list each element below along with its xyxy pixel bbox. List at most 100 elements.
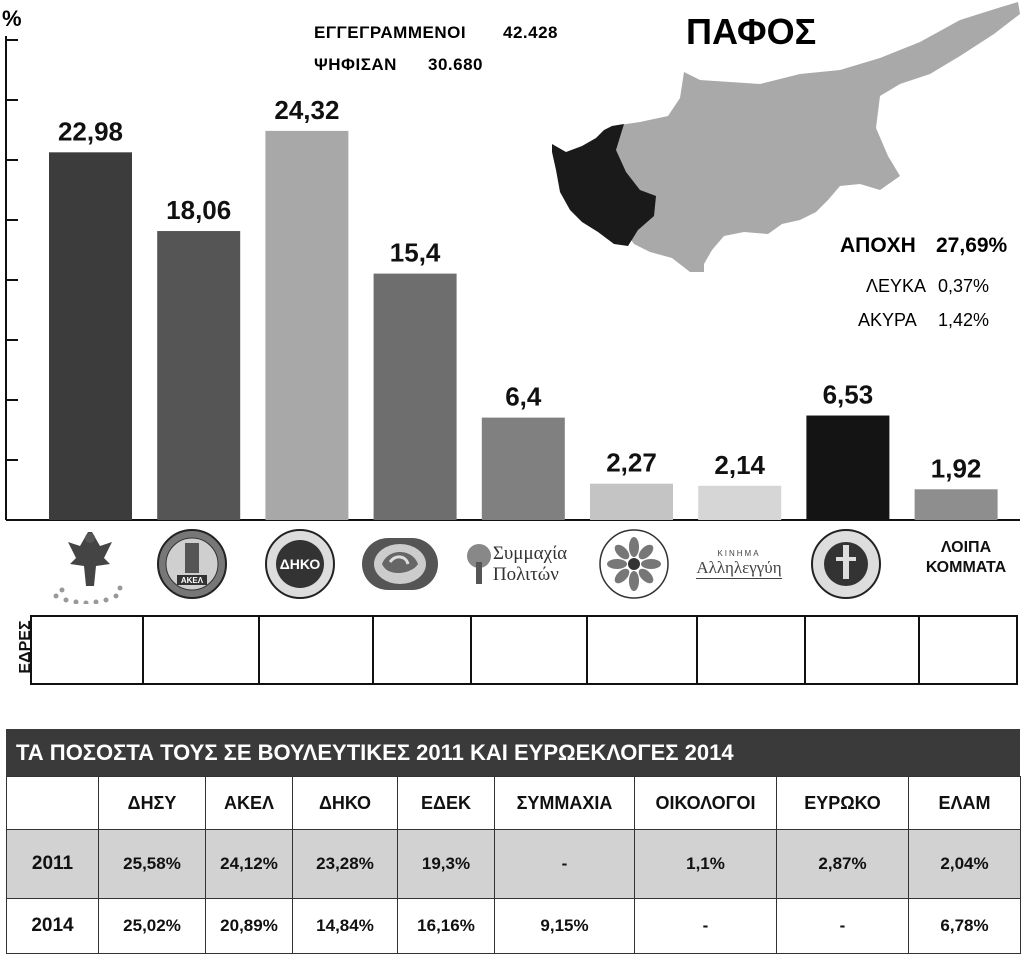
history-col-header: ΕΔΕΚ — [397, 776, 495, 830]
akel-logo: ΑΚΕΛ — [150, 528, 234, 600]
history-cell: 25,02% — [98, 898, 206, 954]
pafos-district-shape — [552, 124, 656, 246]
registered-value: 42.428 — [503, 23, 558, 42]
seat-cell — [586, 615, 698, 685]
bar-value-label: 6,53 — [823, 380, 874, 410]
bar — [590, 483, 673, 520]
history-header-row: ΔΗΣΥ ΑΚΕΛ ΔΗΚΟ ΕΔΕΚ ΣΥΜΜΑΧΙΑ ΟΙΚΟΛΟΓΟΙ Ε… — [6, 776, 1021, 830]
disy-logo — [48, 528, 132, 604]
history-cell: 24,12% — [205, 829, 293, 899]
blank-value: 0,37% — [938, 276, 989, 296]
seat-cell — [142, 615, 260, 685]
seat-cell — [30, 615, 144, 685]
bar-value-label: 24,32 — [274, 95, 339, 125]
symmachia-line2: Πολιτών — [492, 564, 559, 585]
seat-cell — [804, 615, 920, 685]
cyprus-map — [552, 2, 1020, 272]
akel-logo-text: ΑΚΕΛ — [181, 576, 204, 585]
history-col-header: ΔΗΣΥ — [98, 776, 206, 830]
bar — [698, 485, 782, 520]
bar-value-label: 22,98 — [58, 116, 123, 146]
abstention-value: 27,69% — [936, 234, 1008, 257]
bar-value-label: 15,4 — [390, 238, 441, 268]
value-labels: 22,98 18,06 24,32 15,4 6,4 2,27 2,14 6,53 1,92 — [58, 95, 981, 483]
akel-emblem-icon: ΑΚΕΛ — [157, 529, 227, 599]
ecologists-logo — [592, 528, 676, 600]
history-cell: - — [494, 829, 635, 899]
invalid-value: 1,42% — [938, 310, 989, 330]
allileggyi-logo: ΚΙΝΗΜΑ Αλληλεγγύη — [680, 528, 798, 600]
bar-value-label: 18,06 — [166, 195, 231, 225]
bar-value-label: 1,92 — [931, 453, 982, 483]
bar — [481, 417, 565, 520]
seat-cell — [470, 615, 588, 685]
tree-icon — [466, 544, 491, 584]
others-line1: ΛΟΙΠΑ — [940, 539, 992, 556]
voted-value: 30.680 — [428, 55, 483, 74]
history-cell: 23,28% — [292, 829, 398, 899]
bar — [806, 415, 890, 520]
voted-label: ΨΗΦΙΣΑΝ — [314, 55, 397, 74]
seats-table — [30, 615, 1018, 685]
allileggyi-main-text: Αλληλεγγύη — [696, 558, 782, 579]
history-cell: 14,84% — [292, 898, 398, 954]
bar — [914, 489, 998, 520]
elam-logo — [804, 528, 888, 600]
history-cell: 2,04% — [908, 829, 1021, 899]
history-col-header: ΕΥΡΩΚΟ — [776, 776, 909, 830]
history-col-header: ΑΚΕΛ — [205, 776, 293, 830]
others-label: ΛΟΙΠΑ ΚΟΜΜΑΤΑ — [914, 538, 1018, 578]
bar-value-label: 6,4 — [505, 382, 542, 412]
cyprus-island-shape — [600, 2, 1020, 272]
others-line2: ΚΟΜΜΑΤΑ — [925, 559, 1007, 576]
invalid-label: ΑΚΥΡΑ — [858, 310, 917, 330]
symmachia-text: Συμμαχία Πολιτών — [493, 543, 567, 585]
history-cell: - — [634, 898, 777, 954]
history-corner-cell — [6, 776, 99, 830]
edek-logo — [358, 528, 442, 600]
bar — [265, 130, 349, 520]
bar-value-label: 2,27 — [606, 448, 657, 478]
history-cell: 2,87% — [776, 829, 909, 899]
diko-emblem-icon: ΔΗΚΟ — [265, 529, 335, 599]
angel-icon — [53, 532, 123, 604]
bar-value-label: 2,14 — [714, 450, 765, 480]
history-col-header: ΔΗΚΟ — [292, 776, 398, 830]
symmachia-line1: Συμμαχία — [492, 543, 568, 564]
symmachia-logo: Συμμαχία Πολιτών — [460, 528, 572, 600]
history-year: 2011 — [6, 829, 99, 899]
seat-cell — [372, 615, 472, 685]
seats-row — [30, 615, 1018, 685]
bar — [373, 273, 457, 520]
rose-icon — [362, 538, 438, 590]
seat-cell — [696, 615, 806, 685]
history-cell: 16,16% — [397, 898, 495, 954]
history-cell: 25,58% — [98, 829, 206, 899]
history-cell: 9,15% — [494, 898, 635, 954]
diko-logo: ΔΗΚΟ — [258, 528, 342, 600]
bar-chart: % 22,98 18,06 24,32 15,4 6,4 2,27 2,14 6,53 1,92… — [2, 2, 1020, 521]
history-col-header: ΣΥΜΜΑΧΙΑ — [494, 776, 635, 830]
history-cell: 20,89% — [205, 898, 293, 954]
history-col-header: ΟΙΚΟΛΟΓΟΙ — [634, 776, 777, 830]
history-cell: 19,3% — [397, 829, 495, 899]
region-title: ΠΑΦΟΣ — [686, 11, 816, 52]
flower-icon — [599, 529, 669, 599]
history-row-2011: 2011 25,58% 24,12% 23,28% 19,3% - 1,1% 2… — [6, 829, 1021, 899]
registered-label: ΕΓΓΕΓΡΑΜΜΕΝΟΙ — [314, 23, 466, 42]
history-cell: 1,1% — [634, 829, 777, 899]
bars — [49, 130, 998, 521]
seat-cell — [918, 615, 1018, 685]
history-cell: - — [776, 898, 909, 954]
seat-cell — [258, 615, 374, 685]
history-cell: 6,78% — [908, 898, 1021, 954]
history-col-header: ΕΛΑΜ — [908, 776, 1021, 830]
history-title: ΤΑ ΠΟΣΟΣΤΑ ΤΟΥΣ ΣΕ ΒΟΥΛΕΥΤΙΚΕΣ 2011 ΚΑΙ … — [6, 729, 1020, 776]
history-row-2014: 2014 25,02% 20,89% 14,84% 16,16% 9,15% -… — [6, 898, 1021, 954]
abstention-label: ΑΠΟΧΗ — [840, 234, 916, 257]
y-axis-label: % — [2, 6, 22, 31]
sword-wreath-icon — [811, 529, 881, 599]
history-table: ΔΗΣΥ ΑΚΕΛ ΔΗΚΟ ΕΔΕΚ ΣΥΜΜΑΧΙΑ ΟΙΚΟΛΟΓΟΙ Ε… — [6, 776, 1021, 954]
history-year: 2014 — [6, 898, 99, 954]
bar — [49, 152, 132, 520]
